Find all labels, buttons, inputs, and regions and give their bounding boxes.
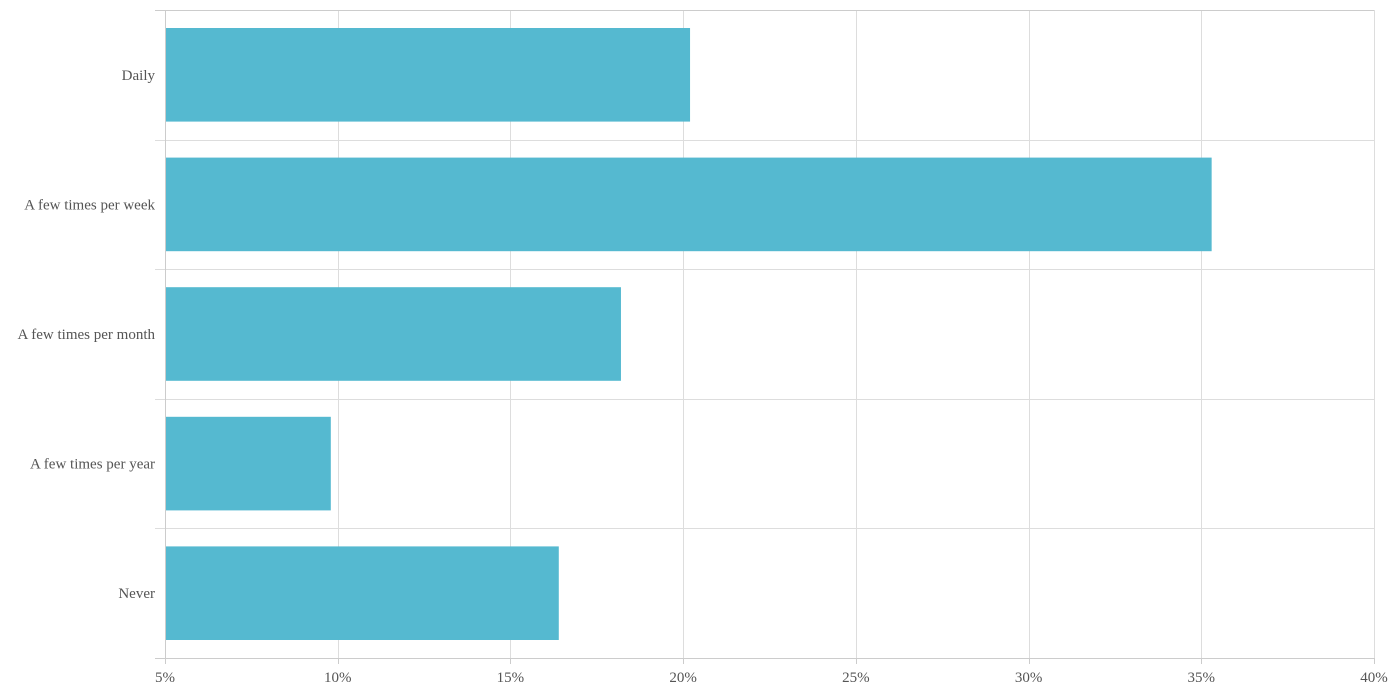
x-tick-label: 20% xyxy=(669,670,697,686)
bar xyxy=(165,546,559,640)
x-tick-label: 25% xyxy=(842,670,870,686)
x-tick-label: 15% xyxy=(497,670,525,686)
category-label: A few times per week xyxy=(24,197,155,213)
bar xyxy=(165,416,331,511)
bar xyxy=(165,287,621,381)
category-label: Daily xyxy=(122,68,156,84)
x-tick-labels: 5% 10% 15% 20% 25% 30% 35% 40% xyxy=(155,670,1388,686)
category-label: A few times per year xyxy=(30,457,155,473)
x-tick-label: 35% xyxy=(1188,670,1216,686)
x-tick-label: 30% xyxy=(1015,670,1043,686)
bar xyxy=(165,28,691,122)
category-label: A few times per month xyxy=(18,327,156,343)
x-tick-label: 5% xyxy=(155,670,175,686)
bar xyxy=(165,157,1212,252)
grid-lines xyxy=(155,10,1375,659)
category-label: Never xyxy=(118,586,155,602)
bars xyxy=(165,28,1212,640)
x-tick-label: 10% xyxy=(324,670,352,686)
x-tick-label: 40% xyxy=(1360,670,1388,686)
category-labels: Daily A few times per week A few times per… xyxy=(18,68,156,602)
axes xyxy=(165,10,1375,664)
